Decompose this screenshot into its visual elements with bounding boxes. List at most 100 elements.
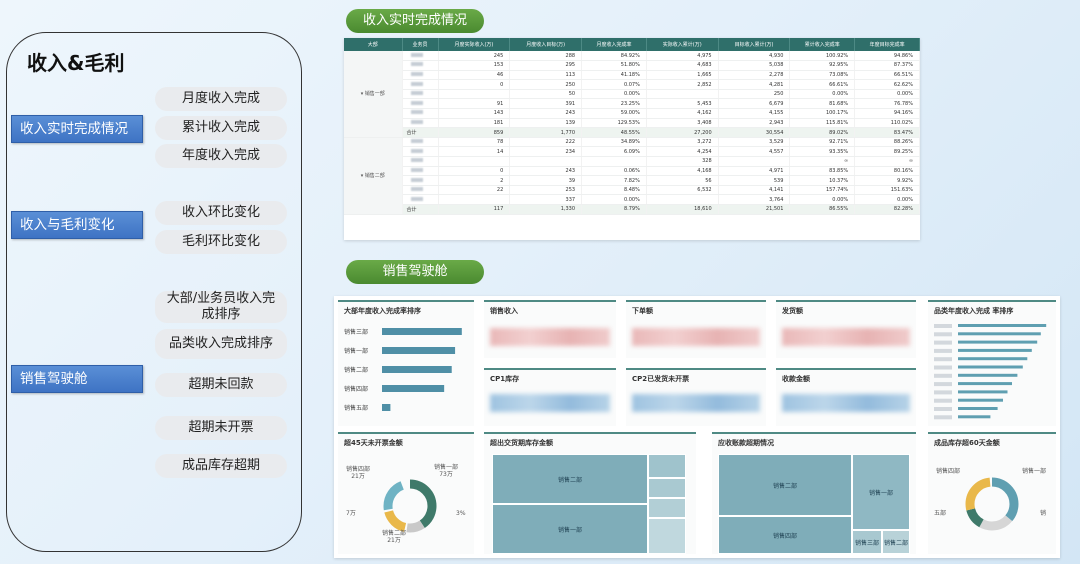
bar — [958, 382, 1012, 386]
donut-chart — [383, 479, 437, 533]
card-cp1: CP1库存 — [484, 368, 616, 426]
table-cell: 222 — [509, 137, 583, 148]
table-cell: 86.55% — [789, 204, 856, 215]
table-cell — [581, 156, 647, 167]
bar — [958, 415, 991, 419]
salesperson-cell — [402, 185, 439, 196]
donut-label: 销售二部 21万 — [382, 530, 407, 545]
table-cell: 34.89% — [581, 137, 647, 148]
bar-label: 销售二部 — [344, 366, 368, 374]
nav-item-cumulative-income[interactable]: 累计收入完成 — [155, 116, 287, 140]
group-cell[interactable]: ▾ 销售一部 — [344, 51, 403, 138]
nav-item-annual-income[interactable]: 年度收入完成 — [155, 144, 287, 168]
nav-item-margin-mom[interactable]: 毛利环比变化 — [155, 230, 287, 254]
nav-item-monthly-income[interactable]: 月度收入完成 — [155, 87, 287, 111]
category-income-margin[interactable]: 收入与毛利变化 — [11, 211, 143, 239]
table-row: 328 ∞ ∞ — [344, 156, 920, 167]
table-cell: 22 — [438, 185, 511, 196]
col-header[interactable]: 大部 — [344, 38, 403, 51]
treemap-cell — [648, 454, 686, 478]
blurred-label — [934, 373, 952, 378]
salesperson-cell — [402, 51, 439, 62]
nav-item-inventory-overdue[interactable]: 成品库存超期 — [155, 454, 287, 478]
nav-item-overdue-invoice[interactable]: 超期未开票 — [155, 416, 287, 440]
bar — [958, 340, 1038, 344]
table-cell: 139 — [509, 118, 583, 129]
table-row: 337 0.00% 3,764 0.00% 0.00% — [344, 194, 920, 205]
blurred-label — [934, 382, 952, 387]
blurred-value — [490, 328, 610, 346]
bar-label: 销售一部 — [344, 347, 368, 355]
table-cell: 92.71% — [789, 137, 856, 148]
table-cell: 328 — [646, 156, 719, 167]
table-cell: 234 — [509, 146, 583, 158]
blurred-label — [934, 348, 952, 353]
card-cp2: CP2已发货未开票 — [626, 368, 766, 426]
table-cell: 4,557 — [718, 146, 791, 158]
table-cell: 89.25% — [854, 146, 920, 158]
table-cell: 88.26% — [854, 137, 920, 148]
table-cell: 2,852 — [646, 79, 719, 90]
col-header[interactable]: 业务员 — [402, 38, 439, 51]
category-realtime[interactable]: 收入实时完成情况 — [11, 115, 143, 143]
col-header[interactable]: 月度实际收入(万) — [438, 38, 511, 51]
card-dept-ranking: 大部年度收入完成率排序 销售三部 销售一部 销售二部 销售四部 销售五部 — [338, 300, 474, 426]
blurred-label — [934, 398, 952, 403]
table-cell: 59.00% — [581, 108, 647, 119]
blurred-label — [934, 365, 952, 370]
table-cell: 48.55% — [581, 127, 647, 138]
col-header[interactable]: 年度目标完成率 — [854, 38, 920, 51]
card-title: 收款金额 — [782, 375, 810, 383]
salesperson-cell — [402, 118, 439, 129]
table-cell: 92.95% — [789, 60, 856, 71]
col-header[interactable]: 月度收入目标(万) — [509, 38, 583, 51]
table-cell: 81.68% — [789, 98, 856, 110]
card-sales: 销售收入 — [484, 300, 616, 358]
bar — [958, 407, 998, 410]
donut-segment — [965, 477, 1019, 531]
table-cell: 3,272 — [646, 137, 719, 148]
category-cockpit[interactable]: 销售驾驶舱 — [11, 365, 143, 393]
donut-label: 销售一部 — [1022, 468, 1047, 475]
card-orders: 下单额 — [626, 300, 766, 358]
donut-segment — [383, 479, 437, 533]
col-header[interactable]: 实际收入累计(万) — [646, 38, 719, 51]
table-cell: 50 — [509, 89, 583, 100]
salesperson-cell — [402, 156, 439, 167]
salesperson-cell — [402, 194, 439, 205]
donut-segment — [965, 477, 1019, 531]
table-cell: 39 — [509, 175, 583, 186]
table-cell: 23.25% — [581, 98, 647, 110]
salesperson-cell — [402, 70, 439, 81]
table-cell: 87.37% — [854, 60, 920, 71]
salesperson-cell — [402, 166, 439, 177]
blurred-value — [782, 328, 910, 346]
bar — [382, 347, 456, 354]
table-row: 合计 859 1,770 48.55% 27,200 30,554 89.02% 83.47% — [344, 127, 920, 138]
card-inventory-60d: 成品库存超60天金额 销售四部 销售一部 五部 销 — [928, 432, 1056, 554]
card-title: 发货额 — [782, 307, 803, 315]
table-cell: 0.06% — [581, 166, 647, 177]
bar — [382, 385, 445, 392]
treemap-cell: 销售二部 — [718, 454, 852, 516]
col-header[interactable]: 目标收入累计(万) — [718, 38, 791, 51]
salesperson-cell — [402, 89, 439, 100]
table-cell: 80.16% — [854, 166, 920, 177]
nav-item-overdue-payment[interactable]: 超期未回款 — [155, 373, 287, 397]
bar-label: 销售四部 — [344, 385, 368, 393]
table-cell: 5,453 — [646, 98, 719, 110]
col-header[interactable]: 累计收入完成率 — [789, 38, 856, 51]
group-cell[interactable]: ▾ 销售二部 — [344, 137, 403, 215]
table-cell: 73.08% — [789, 70, 856, 81]
card-ship: 发货额 — [776, 300, 916, 358]
table-cell — [438, 194, 511, 205]
table-cell: 110.02% — [854, 118, 920, 129]
nav-item-income-mom[interactable]: 收入环比变化 — [155, 201, 287, 225]
table-cell: 4,162 — [646, 108, 719, 119]
table-row: 22 253 8.48% 6,532 4,141 157.74% 151.63% — [344, 185, 920, 196]
table-cell: 288 — [509, 51, 583, 62]
nav-item-dept-ranking[interactable]: 大部/业务员收入完成排序 — [155, 291, 287, 323]
salesperson-cell — [402, 98, 439, 110]
nav-item-category-ranking[interactable]: 品类收入完成排序 — [155, 329, 287, 359]
col-header[interactable]: 月度收入完成率 — [581, 38, 647, 51]
